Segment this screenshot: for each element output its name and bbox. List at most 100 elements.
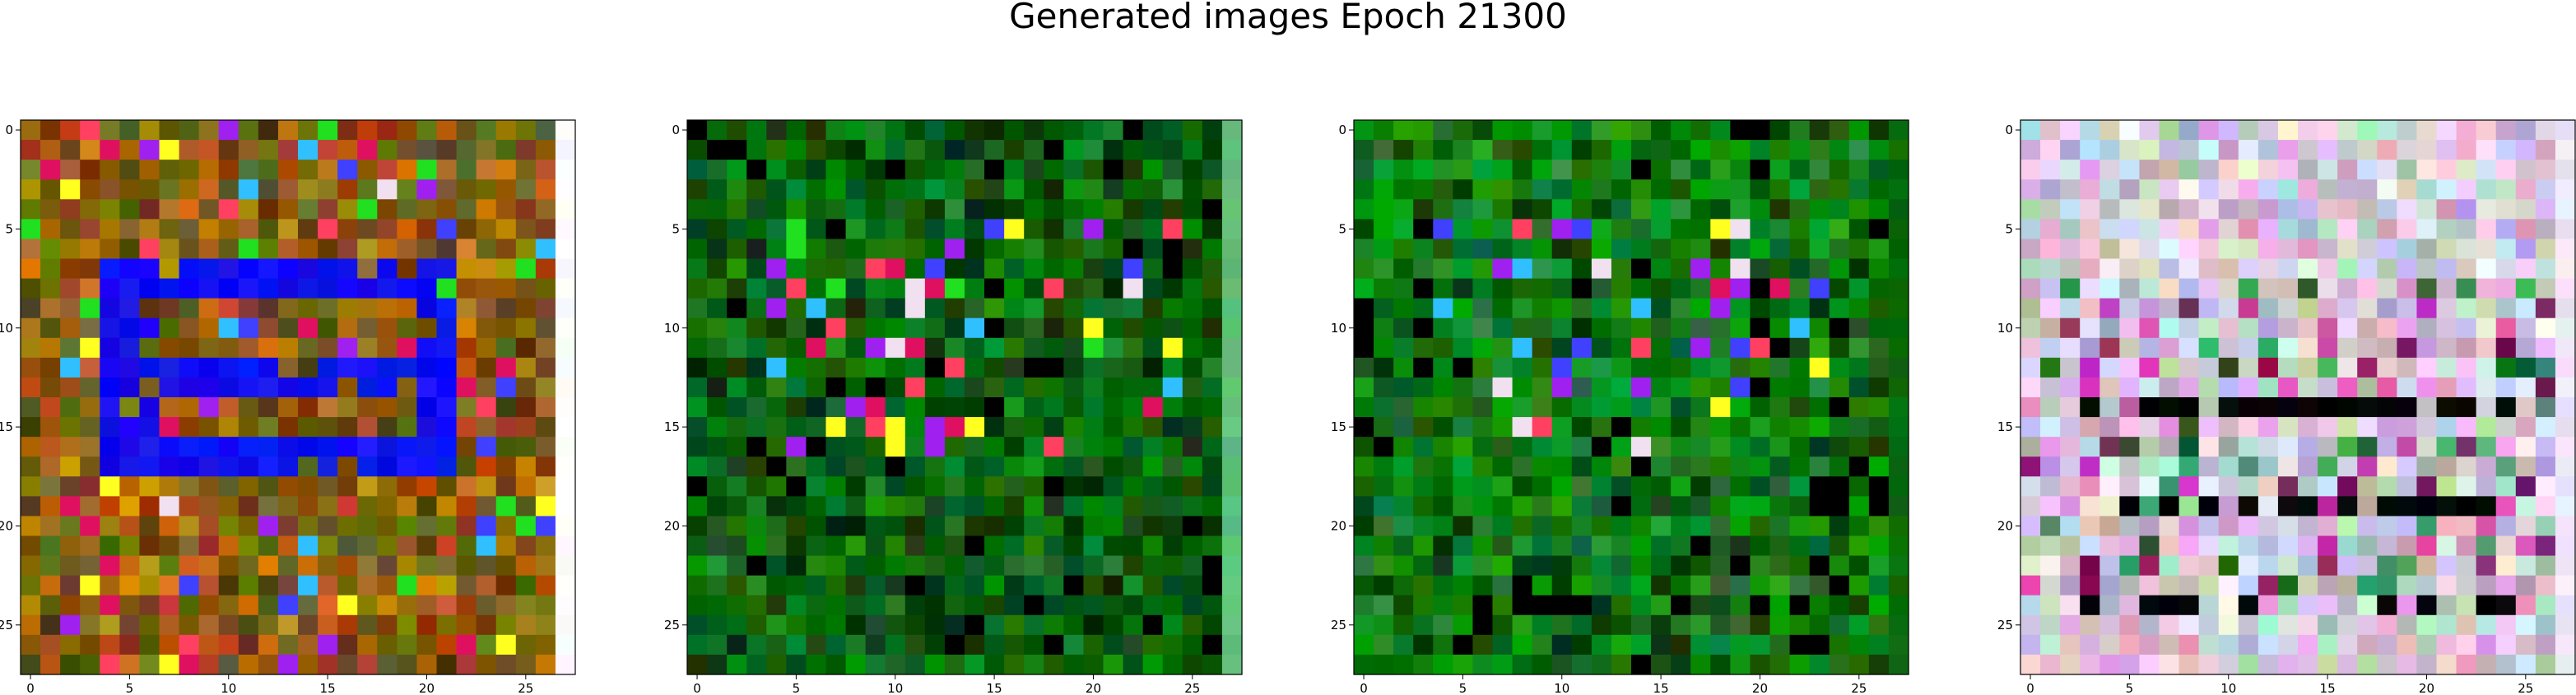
pixel-cell [2198, 199, 2220, 220]
pixel-cell [535, 278, 556, 299]
pixel-cell [2178, 437, 2200, 457]
pixel-cell [825, 476, 847, 497]
pixel-cell [845, 199, 867, 220]
pixel-cell [2277, 654, 2299, 675]
pixel-cell [825, 357, 847, 378]
pixel-cell [2318, 278, 2338, 299]
pixel-cell [944, 476, 965, 497]
pixel-cell [1221, 654, 1243, 675]
pixel-cell [1611, 179, 1632, 200]
y-tick-label: 25 [664, 618, 680, 632]
pixel-cell [555, 397, 576, 418]
pixel-cell [2495, 496, 2517, 517]
pixel-cell [2178, 377, 2200, 398]
x-tick-label: 15 [320, 681, 336, 695]
pixel-cell [1063, 476, 1085, 497]
pixel-cell [80, 298, 100, 319]
pixel-cell [865, 120, 886, 141]
pixel-cell [2257, 535, 2279, 557]
pixel-cell [806, 160, 827, 180]
pixel-cell [2020, 239, 2041, 260]
pixel-cell [1888, 555, 1909, 577]
pixel-cell [397, 516, 418, 537]
pixel-cell [1789, 496, 1811, 517]
pixel-cell [2020, 476, 2041, 497]
pixel-cell [944, 654, 965, 675]
pixel-cell [1221, 179, 1243, 200]
pixel-cell [397, 654, 418, 675]
pixel-cell [1202, 179, 1223, 200]
pixel-cell [238, 575, 259, 596]
pixel-cell [1453, 417, 1474, 438]
pixel-cell [1374, 219, 1394, 240]
pixel-cell [944, 437, 965, 457]
pixel-cell [2298, 496, 2318, 517]
x-tick-label: 0 [1360, 681, 1368, 695]
pixel-cell [2495, 120, 2517, 141]
pixel-cell [1651, 476, 1672, 497]
pixel-cell [1044, 239, 1064, 260]
pixel-cell [1123, 239, 1144, 260]
pixel-cell [179, 654, 200, 675]
pixel-cell [2397, 219, 2418, 240]
pixel-cell [727, 595, 747, 616]
pixel-cell [337, 575, 358, 596]
pixel-cell [1472, 317, 1494, 339]
pixel-cell [238, 298, 259, 319]
pixel-cell [1202, 535, 1223, 557]
pixel-cell [2298, 397, 2318, 418]
pixel-cell [2218, 496, 2239, 517]
pixel-cell [2020, 160, 2041, 180]
pixel-cell [218, 575, 239, 596]
pixel-cell [1103, 179, 1124, 200]
pixel-cell [1769, 357, 1791, 378]
pixel-cell [1374, 160, 1394, 180]
pixel-cell [2139, 199, 2160, 220]
pixel-cell [1690, 634, 1711, 656]
pixel-cell [766, 417, 787, 438]
pixel-cell [1789, 140, 1811, 160]
pixel-cell [456, 496, 477, 517]
pixel-cell [100, 496, 120, 517]
pixel-cell [60, 199, 81, 220]
pixel-cell [2397, 496, 2418, 517]
pixel-cell [1631, 614, 1652, 636]
pixel-cell [2456, 634, 2477, 656]
pixel-cell [1888, 199, 1909, 220]
pixel-cell [786, 634, 807, 656]
pixel-cell [2238, 595, 2259, 616]
pixel-cell [40, 258, 61, 280]
pixel-cell [21, 417, 41, 438]
pixel-cell [1651, 614, 1672, 636]
pixel-cell [535, 357, 556, 378]
pixel-cell [2139, 337, 2160, 359]
pixel-cell [2238, 140, 2259, 160]
pixel-cell [1024, 179, 1044, 200]
pixel-cell [2119, 614, 2141, 636]
pixel-cell [2119, 357, 2141, 378]
pixel-cell [139, 357, 160, 378]
pixel-cell [2377, 456, 2397, 477]
pixel-cell [1393, 496, 1414, 517]
pixel-cell [984, 476, 1005, 497]
pixel-cell [21, 317, 41, 339]
pixel-cell [2495, 337, 2517, 359]
pixel-cell [2337, 496, 2358, 517]
pixel-cell [2476, 516, 2497, 537]
pixel-cell [2198, 317, 2220, 339]
pixel-cell [1004, 377, 1025, 398]
pixel-cell [1611, 199, 1632, 220]
pixel-cell [198, 575, 220, 596]
pixel-cell [40, 160, 61, 180]
pixel-cell [746, 516, 767, 537]
pixel-cell [2119, 298, 2141, 319]
pixel-cell [456, 437, 477, 457]
pixel-cell [2357, 634, 2378, 656]
pixel-cell [2535, 614, 2556, 636]
x-tick-label: 25 [1184, 681, 1200, 695]
pixel-cell [318, 496, 338, 517]
pixel-cell [40, 634, 61, 656]
pixel-cell [258, 337, 279, 359]
pixel-cell [1162, 634, 1183, 656]
pixel-cell [1730, 298, 1751, 319]
